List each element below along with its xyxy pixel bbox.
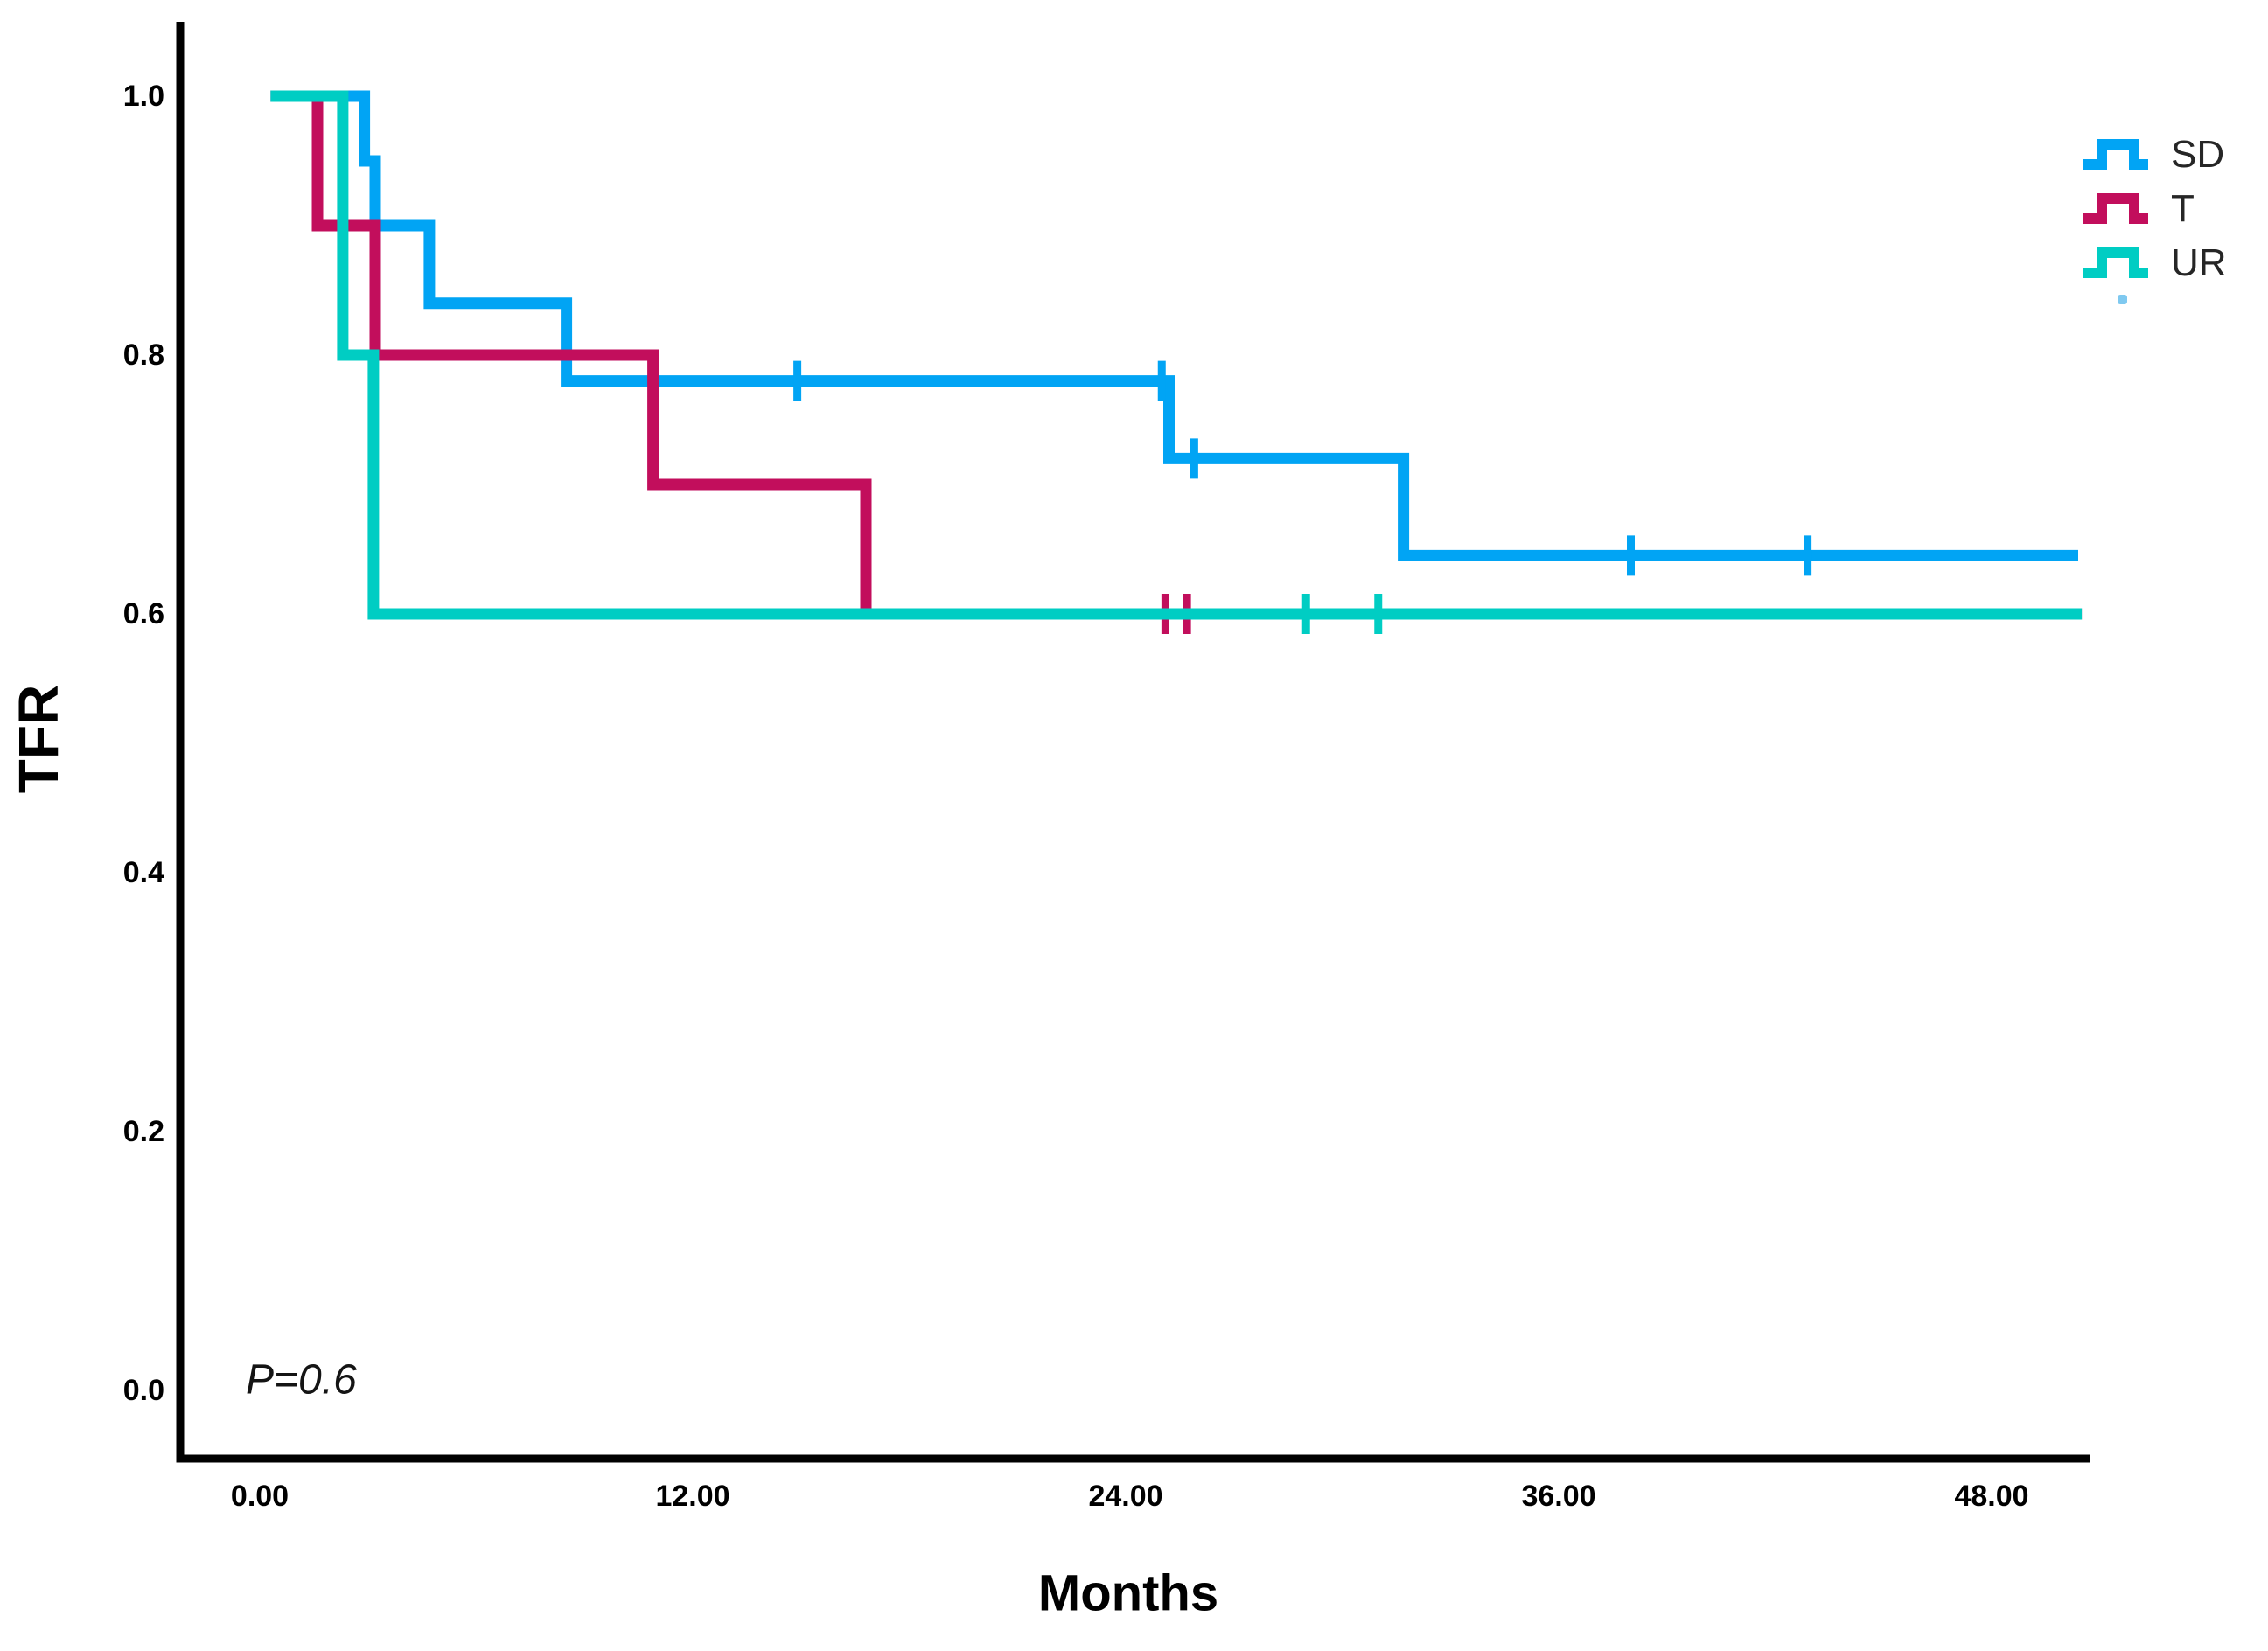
legend-label: UR xyxy=(2171,241,2227,284)
legend-item-t: T xyxy=(2080,187,2195,231)
legend-step-line-icon xyxy=(2083,247,2148,278)
legend-item-sd: SD xyxy=(2080,133,2224,177)
y-axis-title: TFR xyxy=(7,684,70,794)
legend-step-line-icon xyxy=(2083,139,2148,170)
legend-label: SD xyxy=(2171,133,2225,176)
x-tick-label: 24.00 xyxy=(1088,1480,1163,1513)
legend-item-ur: UR xyxy=(2080,241,2227,285)
y-tick-label: 1.0 xyxy=(122,80,164,113)
y-tick-label: 0.4 xyxy=(122,856,164,889)
x-tick-label: 12.00 xyxy=(655,1480,730,1513)
legend-step-line-icon xyxy=(2083,193,2148,224)
x-axis-title: Months xyxy=(1037,1564,1219,1622)
curve-t xyxy=(270,90,2083,620)
curve-ur xyxy=(270,90,2083,620)
legend-stray-dot xyxy=(2118,295,2127,304)
y-tick-label: 0.8 xyxy=(122,338,164,372)
x-tick-label: 0.00 xyxy=(230,1480,290,1513)
x-tick-label: 48.00 xyxy=(1954,1480,2029,1513)
y-tick-label: 0.2 xyxy=(122,1115,164,1148)
legend-label: T xyxy=(2171,187,2195,230)
x-tick-label: 36.00 xyxy=(1521,1480,1596,1513)
p-value-annotation: P=0.6 xyxy=(246,1356,357,1404)
curve-sd xyxy=(270,90,2078,561)
y-tick-label: 0.6 xyxy=(122,597,164,630)
y-tick-label: 0.0 xyxy=(122,1374,164,1407)
